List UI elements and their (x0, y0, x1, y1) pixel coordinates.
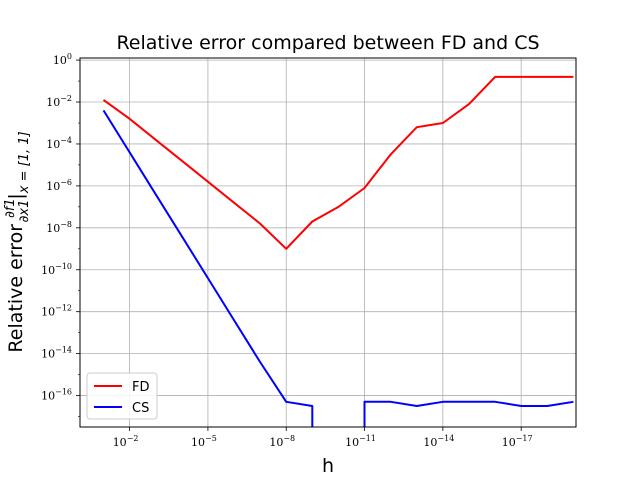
y-axis: 100 10−2 10−4 10−6 10−8 10−10 10−12 10−14 10−16 (41, 52, 80, 417)
y-axis-label-num: ∂f1 (3, 198, 18, 218)
series-line-fd (102, 75, 574, 250)
y-tick-label: 10−6 (46, 178, 72, 193)
y-tick-label: 10−10 (41, 262, 72, 277)
legend-label-cs: CS (132, 401, 149, 416)
chart-title: Relative error compared between FD and C… (116, 32, 539, 54)
legend-label-fd: FD (132, 380, 150, 395)
y-axis-label-text: Relative error ∂f1∂x1|x = [1, 1] (3, 131, 32, 352)
grid (80, 58, 576, 427)
y-tick-label: 10−12 (41, 304, 72, 319)
axes-frame (79, 57, 577, 428)
y-axis-label-prefix: Relative error (5, 218, 27, 353)
y-tick-label: 10−8 (46, 220, 72, 235)
y-axis-label: Relative error ∂f1∂x1|x = [1, 1] (3, 131, 32, 352)
y-tick-label: 10−16 (41, 388, 72, 403)
y-tick-label: 100 (53, 52, 72, 67)
y-tick-label: 10−14 (41, 346, 72, 361)
y-tick-label: 10−4 (46, 136, 72, 151)
series-line-cs (102, 109, 574, 427)
y-axis-label-subscript: x = [1, 1] (17, 131, 32, 194)
y-tick-label: 10−2 (46, 94, 72, 109)
x-axis-label: h (322, 455, 334, 477)
y-axis-label-den: ∂x1 (17, 200, 32, 223)
legend: FD CS (86, 372, 158, 420)
plot-area (102, 75, 574, 427)
